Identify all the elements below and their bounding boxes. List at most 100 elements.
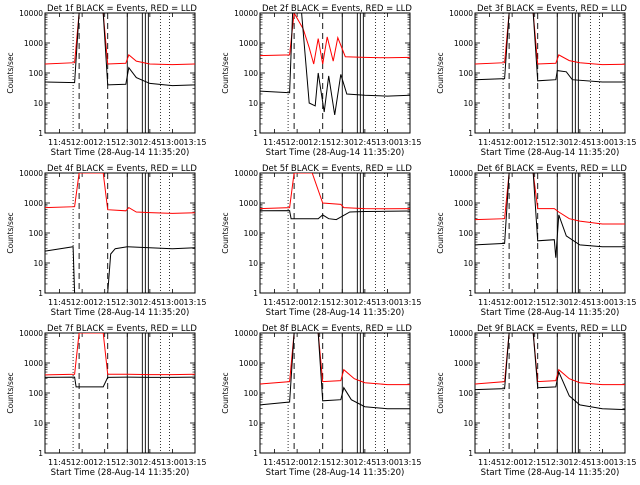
y-tick-label: 10	[463, 99, 473, 108]
y-tick-label: 10	[33, 259, 43, 268]
x-tick-label: 13:15	[183, 298, 206, 307]
panel-title: Det 5f BLACK = Events, RED = LLD	[262, 164, 412, 174]
y-tick-label: 10000	[234, 329, 258, 338]
lld-series-line	[475, 173, 625, 225]
y-tick-label: 10	[463, 259, 473, 268]
x-tick-label: 12:30	[116, 298, 139, 307]
x-axis-label: Start Time (28-Aug-14 11:35:20)	[266, 148, 405, 158]
y-tick-label: 100	[29, 389, 44, 398]
x-tick-label: 12:45	[353, 298, 376, 307]
y-tick-label: 1	[38, 129, 43, 138]
y-tick-label: 1000	[239, 199, 258, 208]
events-series-line	[475, 173, 625, 258]
y-tick-label: 100	[459, 229, 474, 238]
x-tick-label: 12:00	[71, 458, 94, 467]
panel-8: Det 8f BLACK = Events, RED = LLD 1 10 100 10…	[221, 324, 422, 478]
x-tick-label: 12:30	[331, 138, 354, 147]
x-tick-label: 12:45	[568, 458, 591, 467]
panel-title: Det 4f BLACK = Events, RED = LLD	[47, 164, 197, 174]
y-tick-label: 10000	[234, 9, 258, 18]
x-tick-label: 12:30	[546, 138, 569, 147]
x-tick-label: 13:15	[613, 298, 636, 307]
x-tick-label: 12:30	[546, 298, 569, 307]
y-tick-label: 100	[459, 69, 474, 78]
y-tick-label: 10	[33, 99, 43, 108]
y-axis-label: Counts/sec	[436, 372, 445, 413]
x-tick-label: 13:00	[161, 298, 184, 307]
x-tick-label: 12:15	[93, 138, 116, 147]
events-series-line	[260, 333, 410, 410]
x-axis-label: Start Time (28-Aug-14 11:35:20)	[481, 148, 620, 158]
x-tick-label: 12:45	[568, 138, 591, 147]
y-tick-label: 1000	[24, 39, 43, 48]
panel-7: Det 7f BLACK = Events, RED = LLD 1 10 100 10…	[6, 324, 207, 478]
events-series-line	[475, 13, 625, 83]
x-axis-label: Start Time (28-Aug-14 11:35:20)	[266, 308, 405, 318]
y-tick-label: 100	[459, 389, 474, 398]
x-axis-label: Start Time (28-Aug-14 11:35:20)	[481, 468, 620, 478]
events-series-line	[260, 13, 410, 115]
x-tick-label: 12:30	[116, 138, 139, 147]
panel-2: Det 2f BLACK = Events, RED = LLD 1 10 100 10…	[221, 4, 422, 158]
y-axis-label: Counts/sec	[6, 52, 15, 93]
y-tick-label: 10000	[19, 9, 43, 18]
y-tick-label: 1000	[454, 199, 473, 208]
panel-title: Det 7f BLACK = Events, RED = LLD	[47, 324, 197, 334]
y-tick-label: 10000	[19, 169, 43, 178]
lld-series-line	[260, 333, 410, 386]
y-axis-label: Counts/sec	[436, 52, 445, 93]
x-tick-label: 11:45	[48, 138, 71, 147]
x-tick-label: 11:45	[48, 298, 71, 307]
y-tick-label: 100	[244, 229, 259, 238]
lld-series-line	[45, 333, 195, 376]
events-series-line	[45, 13, 195, 87]
panel-title: Det 8f BLACK = Events, RED = LLD	[262, 324, 412, 334]
x-tick-label: 12:00	[286, 458, 309, 467]
y-tick-label: 1000	[454, 39, 473, 48]
x-tick-label: 13:00	[591, 298, 614, 307]
x-axis-label: Start Time (28-Aug-14 11:35:20)	[51, 148, 190, 158]
plot-frame	[44, 172, 196, 294]
plot-frame	[474, 172, 626, 294]
y-tick-label: 1000	[24, 359, 43, 368]
x-tick-label: 12:15	[523, 458, 546, 467]
x-tick-label: 12:30	[331, 458, 354, 467]
plot-frame	[44, 332, 196, 454]
x-tick-label: 12:45	[138, 458, 161, 467]
x-tick-label: 13:15	[613, 458, 636, 467]
x-tick-label: 13:15	[398, 138, 421, 147]
y-tick-label: 1	[38, 289, 43, 298]
y-tick-label: 10	[33, 419, 43, 428]
panel-title: Det 9f BLACK = Events, RED = LLD	[477, 324, 627, 334]
x-axis-label: Start Time (28-Aug-14 11:35:20)	[481, 308, 620, 318]
lld-series-line	[260, 13, 410, 65]
x-tick-label: 13:00	[376, 298, 399, 307]
y-axis-label: Counts/sec	[6, 212, 15, 253]
y-tick-label: 1	[253, 129, 258, 138]
x-tick-label: 12:45	[353, 458, 376, 467]
plot-frame	[259, 172, 411, 294]
lld-series-line	[475, 13, 625, 66]
x-tick-label: 12:15	[308, 458, 331, 467]
events-series-line	[45, 376, 195, 388]
plot-frame	[259, 12, 411, 134]
panel-6: Det 6f BLACK = Events, RED = LLD 1 10 100 10…	[436, 164, 637, 318]
lld-series-line	[475, 333, 625, 386]
y-tick-label: 1000	[239, 359, 258, 368]
panel-9: Det 9f BLACK = Events, RED = LLD 1 10 100 10…	[436, 324, 637, 478]
x-tick-label: 11:45	[263, 138, 286, 147]
x-tick-label: 13:15	[183, 138, 206, 147]
plot-frame	[474, 12, 626, 134]
y-tick-label: 1000	[454, 359, 473, 368]
y-tick-label: 10	[248, 99, 258, 108]
x-axis-label: Start Time (28-Aug-14 11:35:20)	[51, 308, 190, 318]
y-axis-label: Counts/sec	[221, 212, 230, 253]
y-tick-label: 1	[468, 449, 473, 458]
y-tick-label: 10000	[19, 329, 43, 338]
events-series-line	[260, 210, 410, 221]
x-tick-label: 11:45	[263, 458, 286, 467]
plot-frame	[259, 332, 411, 454]
y-tick-label: 1000	[24, 199, 43, 208]
y-tick-label: 10000	[234, 169, 258, 178]
x-tick-label: 11:45	[478, 458, 501, 467]
